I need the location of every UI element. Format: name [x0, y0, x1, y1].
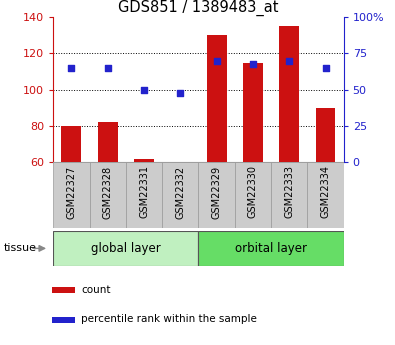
Text: percentile rank within the sample: percentile rank within the sample	[81, 315, 257, 324]
Text: orbital layer: orbital layer	[235, 242, 307, 255]
FancyBboxPatch shape	[53, 162, 90, 228]
FancyBboxPatch shape	[235, 162, 271, 228]
Bar	[279, 26, 299, 162]
FancyBboxPatch shape	[199, 162, 235, 228]
Point	[322, 65, 329, 71]
Bar	[52, 287, 75, 293]
FancyBboxPatch shape	[90, 162, 126, 228]
Text: GSM22330: GSM22330	[248, 165, 258, 218]
Bar	[52, 317, 75, 323]
Text: tissue: tissue	[4, 244, 37, 253]
Point	[213, 58, 220, 63]
Text: count: count	[81, 285, 111, 295]
FancyBboxPatch shape	[307, 162, 344, 228]
Text: GSM22332: GSM22332	[175, 165, 185, 218]
Bar	[207, 36, 227, 162]
Text: GSM22329: GSM22329	[212, 165, 222, 218]
Bar	[53, 231, 199, 266]
FancyBboxPatch shape	[162, 162, 199, 228]
Point	[68, 65, 75, 71]
Bar	[316, 108, 335, 162]
Bar	[134, 158, 154, 162]
Text: global layer: global layer	[91, 242, 161, 255]
Bar	[243, 62, 263, 162]
FancyBboxPatch shape	[271, 162, 307, 228]
Bar	[199, 231, 344, 266]
Title: GDS851 / 1389483_at: GDS851 / 1389483_at	[118, 0, 279, 16]
Text: GSM22327: GSM22327	[66, 165, 77, 219]
FancyBboxPatch shape	[126, 162, 162, 228]
Point	[286, 58, 292, 63]
Point	[141, 87, 147, 92]
Bar	[98, 122, 118, 162]
Bar	[62, 126, 81, 162]
Text: GSM22333: GSM22333	[284, 165, 294, 218]
Text: GSM22328: GSM22328	[103, 165, 113, 218]
Point	[250, 61, 256, 66]
Point	[177, 90, 184, 95]
Text: GSM22334: GSM22334	[320, 165, 331, 218]
Point	[105, 65, 111, 71]
Text: GSM22331: GSM22331	[139, 165, 149, 218]
